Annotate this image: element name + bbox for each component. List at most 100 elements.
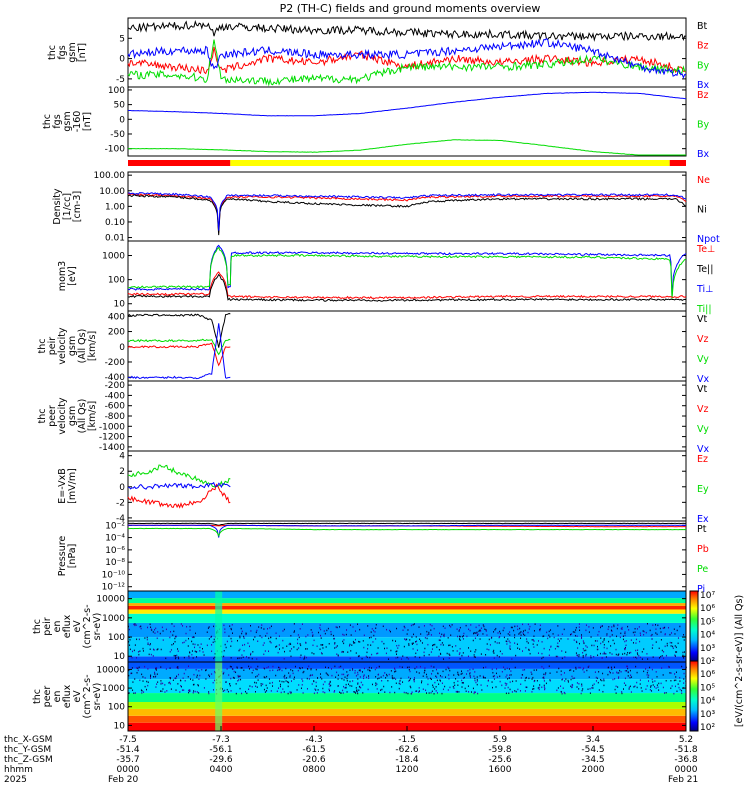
spectrogram-speck [207,627,209,629]
spectrogram-speck [651,690,653,692]
spectrogram-speck [469,629,471,632]
spectrogram-speck [248,668,250,670]
spectrogram-speck [516,643,518,646]
spectrogram-speck [411,693,413,695]
y-tick-label: 5 [119,34,125,44]
spectrogram-speck [334,665,336,668]
spectrogram-speck [290,669,292,671]
spectrogram-speck [517,628,519,631]
spectrogram-speck [602,653,604,655]
spectrogram-speck [533,669,535,671]
spectrogram-speck [268,637,270,640]
spectrogram-speck [472,639,474,642]
legend-entry: Bx [697,149,710,160]
spectrogram-speck [636,686,638,689]
spectrogram-speck [431,690,433,693]
spectrogram-speck [321,652,323,654]
spectrogram-speck [208,675,210,678]
spectrogram-speck [243,669,245,672]
spectrogram-speck [242,644,244,647]
spectrogram-speck [214,656,216,659]
spectrogram-speck [431,648,433,650]
spectrogram-speck [192,643,194,645]
spectrogram-speck [543,647,545,650]
spectrogram-speck [185,668,187,671]
spectrogram-speck [439,639,441,642]
spectrogram-speck [560,670,562,672]
x-tick-label: -34.5 [581,755,604,765]
spectrogram-speck [509,681,511,683]
spectrogram-speck [144,665,146,668]
spectrogram-speck [519,648,521,650]
spectrogram-speck [352,626,354,628]
y-tick-label: 0 [119,55,125,65]
spectrogram-speck [189,625,191,628]
event-stripe [215,591,223,662]
spectrogram-speck [377,677,379,680]
series-temp-Te [127,271,687,300]
spectrogram-speck [627,675,629,677]
spectrogram-speck [179,691,181,693]
spectrogram-speck [567,681,569,683]
spectrogram-speck [133,623,135,626]
spectrogram-speck [460,670,462,672]
spectrogram-speck [556,645,558,648]
spectrogram-speck [660,631,662,633]
spectrogram-speck [677,683,679,685]
spectrogram-speck [674,633,676,635]
spectrogram-band [128,591,686,599]
spectrogram-speck [475,681,477,684]
spectrogram-speck [242,656,244,658]
spectrogram-speck [675,676,677,678]
spectrogram-speck [489,644,491,646]
spectrogram-speck [293,631,295,633]
spectrogram-speck [491,668,493,671]
spectrogram-speck [131,672,133,675]
spectrogram-speck [469,671,471,674]
spectrogram-speck [239,687,241,690]
spectrogram-speck [348,645,350,647]
spectrogram-speck [384,691,386,693]
y-tick-label: 200 [108,328,125,338]
spectrogram-speck [252,669,254,672]
spectrogram-speck [355,692,357,694]
spectrogram-speck [375,627,377,629]
legend-entry: Te⊥ [696,244,715,255]
spectrogram-speck [166,690,168,692]
spectrogram-speck [601,625,603,627]
spectrogram-speck [325,672,327,674]
spectrogram-speck [366,676,368,679]
colorbar-tick-label: 10⁷ [700,591,715,601]
spectrogram-speck [616,672,618,674]
spectrogram-speck [285,667,287,670]
spectrogram-speck [636,652,638,654]
spectrogram-speck [367,688,369,691]
y-tick-label: 0 [119,343,125,353]
spectrogram-speck [626,665,628,668]
spectrogram-speck [315,668,317,671]
spectrogram-speck [150,675,152,678]
spectrogram-speck [380,689,382,691]
spectrogram-speck [334,642,336,644]
spectrogram-speck [276,690,278,693]
spectrogram-speck [157,631,159,633]
spectrogram-speck [173,625,175,628]
spectrogram-speck [239,648,241,651]
spectrogram-speck [398,687,400,690]
spectrogram-speck [616,671,618,674]
spectrogram-speck [282,639,284,642]
spectrogram-speck [522,623,524,626]
spectrogram-speck [617,677,619,679]
spectrogram-speck [501,684,503,687]
spectrogram-speck [369,656,371,659]
mode-bar-segment-1 [230,160,670,166]
spectrogram-speck [441,642,443,644]
spectrogram-speck [571,675,573,678]
spectrogram-speck [606,633,608,635]
spectrogram-speck [263,628,265,630]
spectrogram-speck [359,669,361,672]
spectrogram-speck [260,684,262,687]
spectrogram-speck [674,655,676,657]
spectrogram-speck [600,637,602,639]
legend-entry: Vz [697,334,709,345]
